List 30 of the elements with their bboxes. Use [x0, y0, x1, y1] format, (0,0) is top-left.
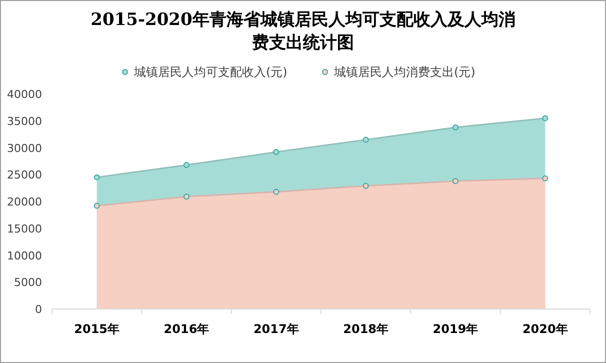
- x-tick-label: 2017年: [253, 322, 299, 336]
- y-tick-label: 25000: [7, 168, 42, 182]
- y-tick-label: 10000: [7, 249, 42, 262]
- point: [94, 174, 100, 180]
- y-tick-label: 20000: [7, 196, 42, 208]
- y-tick-label: 30000: [7, 142, 42, 155]
- point: [273, 188, 280, 195]
- point: [273, 149, 280, 156]
- point: [184, 162, 190, 168]
- y-tick-label: 15000: [7, 222, 42, 236]
- point: [94, 202, 100, 209]
- point: [452, 178, 458, 184]
- point: [542, 115, 548, 122]
- point: [184, 194, 190, 200]
- y-tick-label: 40000: [7, 88, 42, 101]
- x-tick-label: 2018年: [343, 322, 389, 336]
- y-tick-label: 35000: [7, 114, 42, 128]
- y-tick-label: 5000: [14, 276, 42, 290]
- y-tick-label: 0: [35, 303, 42, 316]
- point: [362, 136, 369, 143]
- x-tick-label: 2019年: [432, 322, 478, 336]
- point: [452, 124, 458, 130]
- x-tick-label: 2015年: [74, 322, 120, 336]
- point: [362, 182, 369, 189]
- legend-label: 城镇居民人均消费支出(元): [333, 65, 476, 79]
- chart-title: 2015-2020年青海省城镇居民人均可支配收入及人均消费支出统计图: [90, 10, 516, 53]
- point: [542, 175, 548, 182]
- legend-label: 城镇居民人均可支配收入(元): [133, 65, 288, 79]
- x-tick-label: 2020年: [522, 322, 568, 336]
- x-tick-label: 2016年: [164, 322, 210, 336]
